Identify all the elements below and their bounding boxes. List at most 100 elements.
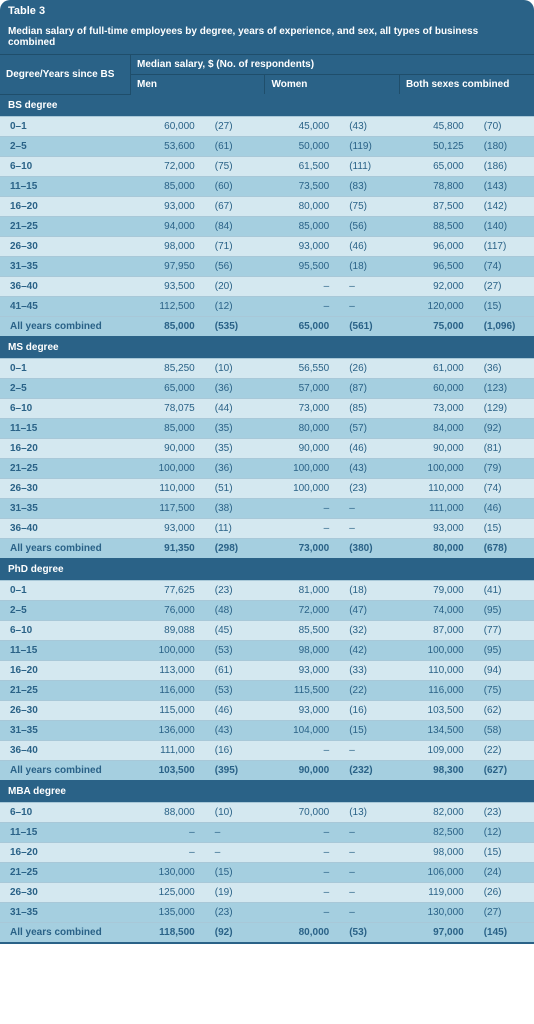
women-n: (15) [335, 720, 399, 740]
row-label: 6–10 [0, 398, 130, 418]
women-n: (43) [335, 116, 399, 136]
both-salary: 88,500 [399, 216, 469, 236]
men-salary: 125,000 [130, 882, 200, 902]
both-salary: 100,000 [399, 458, 469, 478]
men-salary: 93,000 [130, 196, 200, 216]
both-salary: 110,000 [399, 478, 469, 498]
men-salary: – [130, 822, 200, 842]
both-salary: 74,000 [399, 600, 469, 620]
row-label: 16–20 [0, 660, 130, 680]
men-salary-total: 85,000 [130, 316, 200, 336]
table-row: 2–553,600(61)50,000(119)50,125(180) [0, 136, 534, 156]
women-n: – [335, 862, 399, 882]
women-salary: 81,000 [265, 580, 335, 600]
women-salary: – [265, 862, 335, 882]
women-salary: 104,000 [265, 720, 335, 740]
table-row: 21–2594,000(84)85,000(56)88,500(140) [0, 216, 534, 236]
row-label: 0–1 [0, 358, 130, 378]
both-n: (15) [470, 842, 534, 862]
both-salary: 82,000 [399, 802, 469, 822]
both-salary: 93,000 [399, 518, 469, 538]
row-label: 16–20 [0, 196, 130, 216]
women-salary: 45,000 [265, 116, 335, 136]
men-salary: 85,000 [130, 176, 200, 196]
col-header-both: Both sexes combined [399, 75, 534, 95]
both-n: (46) [470, 498, 534, 518]
row-label: 16–20 [0, 842, 130, 862]
women-n: (13) [335, 802, 399, 822]
table-body: BS degree0–160,000(27)45,000(43)45,800(7… [0, 94, 534, 943]
both-salary: 96,000 [399, 236, 469, 256]
section-header: MBA degree [0, 780, 534, 802]
women-n: – [335, 842, 399, 862]
both-salary: 134,500 [399, 720, 469, 740]
men-n-total: (535) [201, 316, 265, 336]
col-header-top: Median salary, $ (No. of respondents) [130, 55, 534, 75]
men-n: (51) [201, 478, 265, 498]
table-row: 11–15––––82,500(12) [0, 822, 534, 842]
women-n: (111) [335, 156, 399, 176]
both-salary: 79,000 [399, 580, 469, 600]
women-n: – [335, 518, 399, 538]
men-salary: 88,000 [130, 802, 200, 822]
both-n: (15) [470, 296, 534, 316]
women-n: (26) [335, 358, 399, 378]
women-n: – [335, 276, 399, 296]
men-n: (61) [201, 136, 265, 156]
men-n: (23) [201, 902, 265, 922]
row-label: 21–25 [0, 862, 130, 882]
table-row: 16–2090,000(35)90,000(46)90,000(81) [0, 438, 534, 458]
row-label: 2–5 [0, 136, 130, 156]
men-n: (11) [201, 518, 265, 538]
women-salary: 61,500 [265, 156, 335, 176]
section-header: BS degree [0, 94, 534, 116]
women-n-total: (53) [335, 922, 399, 943]
row-label: 6–10 [0, 156, 130, 176]
women-salary: 100,000 [265, 458, 335, 478]
men-salary: 110,000 [130, 478, 200, 498]
women-salary: 98,000 [265, 640, 335, 660]
table-row: 31–3597,950(56)95,500(18)96,500(74) [0, 256, 534, 276]
men-salary: 117,500 [130, 498, 200, 518]
women-salary: 93,000 [265, 236, 335, 256]
salary-table: Table 3 Median salary of full-time emplo… [0, 0, 534, 944]
both-n: (117) [470, 236, 534, 256]
men-salary: 100,000 [130, 640, 200, 660]
men-salary: 97,950 [130, 256, 200, 276]
both-salary: 87,500 [399, 196, 469, 216]
men-n: (10) [201, 358, 265, 378]
men-salary: 100,000 [130, 458, 200, 478]
both-salary: 111,000 [399, 498, 469, 518]
women-n: (75) [335, 196, 399, 216]
men-n: (36) [201, 378, 265, 398]
women-n: (43) [335, 458, 399, 478]
men-n: (61) [201, 660, 265, 680]
both-n: (62) [470, 700, 534, 720]
women-n: – [335, 296, 399, 316]
women-salary: – [265, 296, 335, 316]
both-salary: 106,000 [399, 862, 469, 882]
men-n: (35) [201, 418, 265, 438]
men-n: (71) [201, 236, 265, 256]
men-salary: 65,000 [130, 378, 200, 398]
both-n: (92) [470, 418, 534, 438]
both-salary: 50,125 [399, 136, 469, 156]
men-salary: 135,000 [130, 902, 200, 922]
women-n: (18) [335, 580, 399, 600]
men-n: (43) [201, 720, 265, 740]
table-number: Table 3 [0, 0, 534, 22]
row-label: 21–25 [0, 680, 130, 700]
table-row: 31–35117,500(38)––111,000(46) [0, 498, 534, 518]
both-n: (79) [470, 458, 534, 478]
col-header-degree: Degree/Years since BS [0, 55, 130, 94]
table-row: 16–20113,000(61)93,000(33)110,000(94) [0, 660, 534, 680]
women-n: (23) [335, 478, 399, 498]
row-label: 11–15 [0, 418, 130, 438]
women-salary: 73,500 [265, 176, 335, 196]
both-salary: 98,000 [399, 842, 469, 862]
section-header: PhD degree [0, 558, 534, 580]
row-label: 0–1 [0, 116, 130, 136]
row-label: 26–30 [0, 882, 130, 902]
women-n: (16) [335, 700, 399, 720]
both-salary: 96,500 [399, 256, 469, 276]
